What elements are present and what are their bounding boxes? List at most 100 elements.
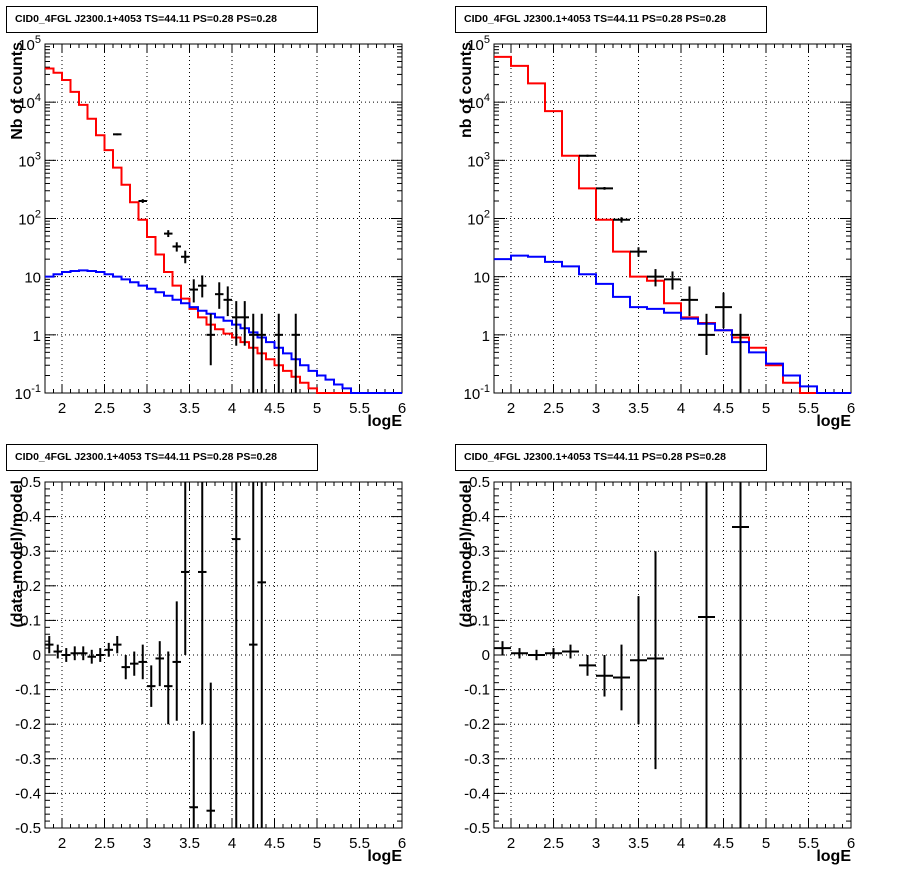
chart-svg: 2 2.5 3 3.5 4 4.5 5 5.5 6 -0.5 -0.4 -0.3 -0.2 -0.1 0 0.… [9, 474, 406, 865]
data-points [579, 154, 749, 393]
data-points [45, 482, 266, 828]
y-tick-exponent: -1 [480, 383, 490, 395]
x-tick-label: 4 [677, 835, 685, 852]
y-tick-label: 0.1 [469, 612, 490, 629]
data-points [113, 133, 300, 393]
plot-frame [493, 43, 852, 394]
y-tick-label: -0.4 [464, 785, 490, 802]
y-tick-label: 103 [467, 150, 490, 170]
y-tick-label: 0.5 [469, 474, 490, 491]
x-tick-label: 3 [592, 400, 600, 417]
x-axis-label: logE [367, 848, 402, 865]
y-axis-label: (data-model)/model [458, 480, 475, 628]
y-tick-label: 0.3 [469, 543, 490, 560]
chart-svg: 2 2.5 3 3.5 4 4.5 5 5.5 610-1110102103104105logE… [9, 34, 406, 430]
x-tick-label: 3 [592, 835, 600, 852]
y-tick-label: 10 [473, 270, 490, 287]
y-tick-exponent: 5 [35, 34, 41, 46]
series-step-line [494, 55, 851, 394]
data-points [494, 482, 749, 828]
y-tick-label: -0.3 [15, 751, 41, 768]
y-tick-exponent: 3 [35, 150, 41, 162]
x-tick-label: 2.5 [543, 400, 564, 417]
y-tick-label: 0.3 [20, 543, 41, 560]
grid [494, 482, 851, 828]
y-tick-label: 0.2 [20, 578, 41, 595]
x-tick-label: 5.5 [798, 400, 819, 417]
y-tick-mantissa: 10 [18, 37, 35, 54]
x-tick-label: 3.5 [628, 835, 649, 852]
x-tick-label: 2.5 [94, 400, 115, 417]
y-tick-label: 10 [24, 270, 41, 287]
x-tick-label: 3 [143, 835, 151, 852]
y-tick-label: 105 [18, 34, 41, 54]
y-tick-label: 0.4 [469, 509, 490, 526]
y-tick-mantissa: 10 [467, 37, 484, 54]
y-tick-label: 1 [33, 328, 41, 345]
y-tick-label: 1 [482, 328, 490, 345]
counts-panel-left: 2 2.5 3 3.5 4 4.5 5 5.5 6 10-1 1 10 102 103 104 105 logE… [0, 0, 449, 437]
x-tick-label: 4.5 [264, 835, 285, 852]
x-tick-label: 2.5 [94, 835, 115, 852]
y-tick-exponent: 2 [484, 209, 490, 221]
x-tick-label: 6 [847, 400, 855, 417]
axis-ticks [44, 44, 403, 394]
plot-frame [493, 481, 852, 829]
x-axis-label: logE [816, 848, 851, 865]
x-axis-label: logE [816, 413, 851, 430]
y-tick-mantissa: 10 [18, 153, 35, 170]
y-tick-exponent: 4 [35, 92, 41, 104]
y-tick-exponent: 5 [484, 34, 490, 46]
x-tick-label: 4 [228, 835, 236, 852]
x-tick-label: 3.5 [179, 400, 200, 417]
residual-panel-left: 2 2.5 3 3.5 4 4.5 5 5.5 6 -0.5 -0.4 -0.3 -0.2 -0.1 0 0.… [0, 438, 449, 875]
y-tick-label: -0.4 [15, 785, 41, 802]
series-step-line [45, 269, 402, 394]
y-tick-label: 0 [33, 647, 41, 664]
x-tick-label: 2 [507, 835, 515, 852]
y-tick-label: 0 [482, 647, 490, 664]
y-tick-label: 102 [467, 209, 490, 229]
chart-title: CID0_4FGL J2300.1+4053 TS=44.11 PS=0.28 … [6, 444, 318, 471]
y-tick-mantissa: 10 [467, 153, 484, 170]
x-tick-label: 4.5 [713, 835, 734, 852]
axis-ticks [44, 481, 403, 829]
x-tick-label: 5 [313, 400, 321, 417]
x-tick-label: 6 [398, 400, 406, 417]
x-tick-label: 2 [507, 400, 515, 417]
y-tick-mantissa: 10 [464, 386, 481, 403]
y-tick-label: -0.2 [15, 716, 41, 733]
x-tick-label: 3.5 [179, 835, 200, 852]
x-tick-label: 6 [398, 835, 406, 852]
y-tick-label: -0.1 [15, 682, 41, 699]
y-tick-label: -0.3 [464, 751, 490, 768]
y-tick-mantissa: 10 [18, 212, 35, 229]
y-tick-mantissa: 10 [467, 212, 484, 229]
y-tick-label: 104 [18, 92, 41, 112]
y-tick-mantissa: 10 [473, 270, 490, 287]
y-axis-label: Nb of counts [9, 42, 26, 140]
chart-title: CID0_4FGL J2300.1+4053 TS=44.11 PS=0.28 … [6, 6, 318, 33]
y-tick-label: 0.2 [469, 578, 490, 595]
y-tick-label: 10-1 [464, 383, 490, 403]
x-axis-label: logE [367, 413, 402, 430]
y-tick-label: -0.1 [464, 682, 490, 699]
y-tick-mantissa: 10 [18, 95, 35, 112]
y-tick-label: 105 [467, 34, 490, 54]
y-tick-label: 0.1 [20, 612, 41, 629]
y-tick-label: 0.5 [20, 474, 41, 491]
counts-panel-right: 2 2.5 3 3.5 4 4.5 5 5.5 6 10-1 1 10 102 103 104 105 logE… [449, 0, 898, 437]
x-tick-label: 5 [313, 835, 321, 852]
y-tick-label: 102 [18, 209, 41, 229]
x-tick-label: 5 [762, 400, 770, 417]
x-tick-label: 3 [143, 400, 151, 417]
y-tick-label: 104 [467, 92, 490, 112]
series-step-line [494, 254, 851, 394]
y-tick-exponent: 2 [35, 209, 41, 221]
y-tick-mantissa: 1 [33, 328, 41, 345]
y-tick-label: -0.5 [464, 820, 490, 837]
y-tick-label: 103 [18, 150, 41, 170]
grid [494, 44, 851, 393]
series-step-line [45, 67, 402, 394]
y-tick-mantissa: 10 [467, 95, 484, 112]
